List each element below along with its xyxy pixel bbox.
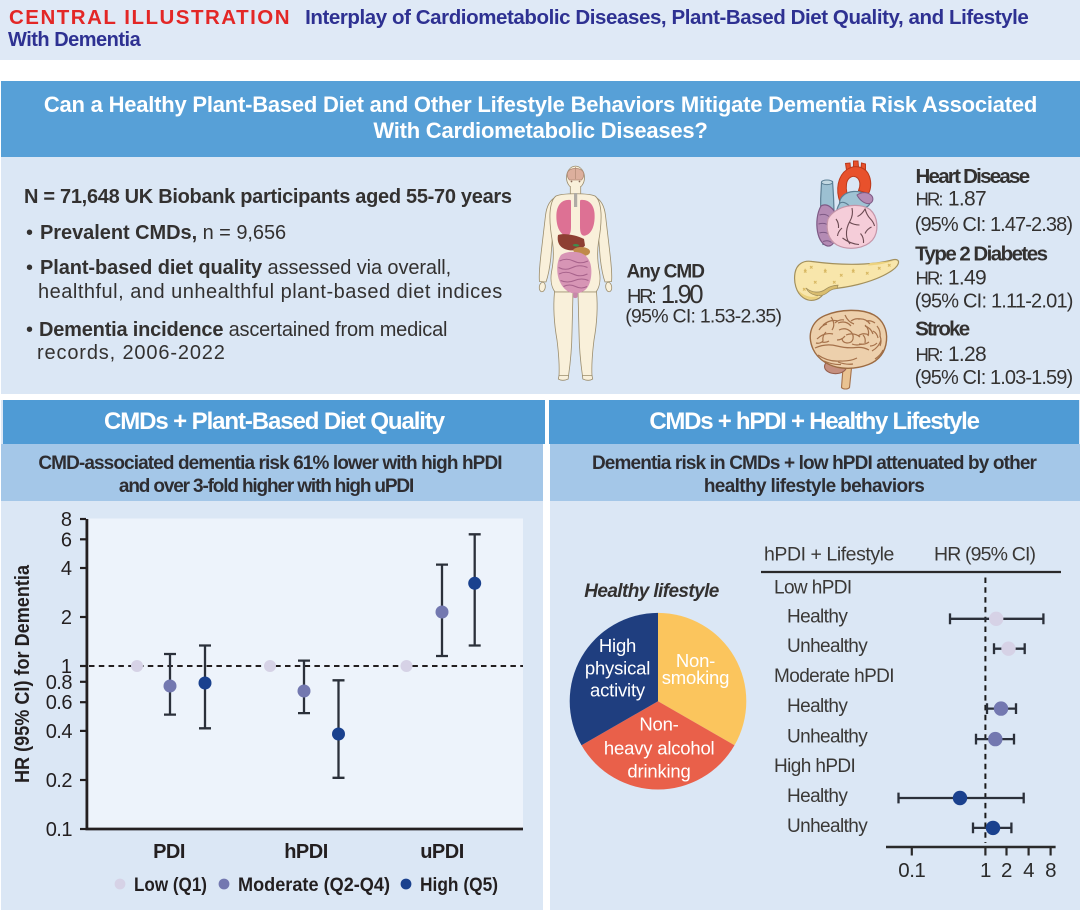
svg-text:4: 4 — [1023, 859, 1034, 882]
svg-text:Unhealthy: Unhealthy — [787, 816, 868, 837]
svg-text:4: 4 — [61, 558, 72, 580]
svg-text:HR: 1.90: HR: 1.90 — [627, 281, 703, 309]
svg-text:High hPDI: High hPDI — [774, 756, 855, 777]
svg-text:0.6: 0.6 — [46, 692, 73, 714]
svg-text:HR: 1.87: HR: 1.87 — [916, 188, 986, 211]
svg-text:2: 2 — [61, 607, 72, 629]
svg-text:PDI: PDI — [153, 841, 185, 863]
svg-text:(95% CI: 1.03-1.59): (95% CI: 1.03-1.59) — [915, 367, 1073, 389]
svg-text:HR: 1.49: HR: 1.49 — [916, 267, 986, 290]
svg-text:8: 8 — [1045, 859, 1056, 882]
svg-text:2: 2 — [1001, 859, 1012, 882]
svg-text:0.1: 0.1 — [898, 859, 925, 882]
svg-text:Healthy: Healthy — [787, 607, 848, 628]
svg-text:Heart Disease: Heart Disease — [916, 165, 1030, 188]
svg-text:Unhealthy: Unhealthy — [787, 727, 868, 748]
svg-text:Any CMD: Any CMD — [627, 261, 705, 282]
svg-text:Moderate (Q2-Q4): Moderate (Q2-Q4) — [238, 874, 390, 896]
svg-text:Healthy lifestyle: Healthy lifestyle — [584, 581, 720, 602]
svg-text:0.1: 0.1 — [46, 819, 73, 841]
svg-text:HR (95% CI): HR (95% CI) — [934, 544, 1036, 566]
svg-text:(95% CI: 1.53-2.35): (95% CI: 1.53-2.35) — [625, 306, 781, 328]
svg-text:0.4: 0.4 — [46, 721, 73, 743]
svg-text:uPDI: uPDI — [420, 841, 464, 863]
svg-text:physical: physical — [585, 657, 650, 678]
svg-text:Low (Q1): Low (Q1) — [134, 874, 207, 896]
svg-text:6: 6 — [61, 529, 72, 551]
svg-text:Unhealthy: Unhealthy — [787, 636, 868, 657]
svg-text:HR: 1.28: HR: 1.28 — [916, 343, 986, 366]
svg-text:drinking: drinking — [627, 760, 690, 781]
svg-text:(95% CI: 1.47-2.38): (95% CI: 1.47-2.38) — [915, 214, 1073, 236]
svg-text:0.2: 0.2 — [46, 770, 73, 792]
svg-text:hPDI + Lifestyle: hPDI + Lifestyle — [764, 544, 894, 566]
svg-text:heavy alcohol: heavy alcohol — [604, 737, 715, 758]
svg-text:Non-: Non- — [676, 650, 715, 671]
svg-text:HR (95% CI) for Dementia: HR (95% CI) for Dementia — [12, 564, 34, 783]
svg-text:smoking: smoking — [662, 667, 730, 688]
svg-text:(95% CI: 1.11-2.01): (95% CI: 1.11-2.01) — [915, 290, 1073, 312]
svg-text:1: 1 — [61, 656, 72, 678]
svg-text:Non-: Non- — [639, 714, 678, 735]
svg-text:Low hPDI: Low hPDI — [774, 577, 852, 598]
svg-text:High (Q5): High (Q5) — [420, 874, 498, 896]
svg-text:Healthy: Healthy — [787, 696, 848, 717]
svg-text:Type 2 Diabetes: Type 2 Diabetes — [915, 243, 1047, 266]
svg-text:High: High — [599, 635, 636, 656]
svg-text:Stroke: Stroke — [915, 317, 970, 340]
svg-text:hPDI: hPDI — [284, 841, 328, 863]
svg-text:1: 1 — [980, 859, 991, 882]
svg-text:8: 8 — [61, 509, 72, 531]
svg-text:activity: activity — [590, 679, 646, 700]
svg-text:0.8: 0.8 — [46, 672, 73, 694]
svg-text:Moderate hPDI: Moderate hPDI — [774, 666, 894, 687]
svg-text:Healthy: Healthy — [787, 786, 848, 807]
